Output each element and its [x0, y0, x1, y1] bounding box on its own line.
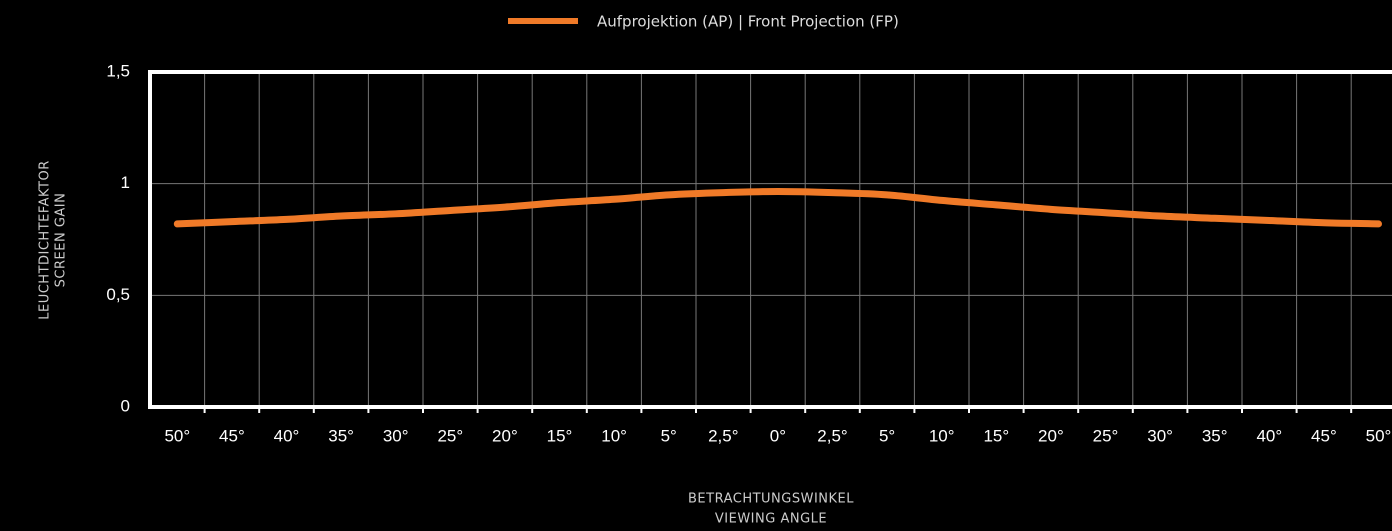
- y-tick-label: 1: [121, 173, 130, 192]
- x-tick-label: 5°: [879, 426, 895, 445]
- x-tick-label: 35°: [1202, 426, 1228, 445]
- x-tick-label: 20°: [492, 426, 518, 445]
- x-tick-label: 20°: [1038, 426, 1064, 445]
- x-tick-label: 15°: [547, 426, 573, 445]
- y-axis-label: LEUCHTDICHTEFAKTOR SCREEN GAIN: [38, 160, 69, 320]
- legend-label: Aufprojektion (AP) | Front Projection (F…: [597, 13, 899, 31]
- x-tick-label: 25°: [437, 426, 463, 445]
- y-label-line: LEUCHTDICHTEFAKTOR: [38, 160, 53, 320]
- x-label-line: VIEWING ANGLE: [715, 512, 827, 527]
- y-tick-label: 1,5: [106, 61, 130, 80]
- x-tick-label: 15°: [983, 426, 1009, 445]
- x-tick-label: 30°: [383, 426, 409, 445]
- x-tick-label: 50°: [164, 426, 190, 445]
- x-tick-label: 5°: [661, 426, 677, 445]
- x-tick-label: 45°: [219, 426, 245, 445]
- x-tick-label: 2,5°: [708, 426, 738, 445]
- x-tick-label: 10°: [929, 426, 955, 445]
- y-tick-label: 0,5: [106, 285, 130, 304]
- x-tick-label: 30°: [1147, 426, 1173, 445]
- x-tick-label: 25°: [1093, 426, 1119, 445]
- x-tick-label: 0°: [770, 426, 786, 445]
- x-tick-label: 40°: [274, 426, 300, 445]
- x-tick-label: 50°: [1366, 426, 1392, 445]
- x-tick-label: 40°: [1256, 426, 1282, 445]
- x-tick-label: 45°: [1311, 426, 1337, 445]
- x-tick-label: 10°: [601, 426, 627, 445]
- x-tick-label: 2,5°: [817, 426, 847, 445]
- x-tick-label: 35°: [328, 426, 354, 445]
- y-label-line: SCREEN GAIN: [54, 193, 69, 288]
- x-label-line: BETRACHTUNGSWINKEL: [688, 492, 854, 507]
- series-line: [173, 187, 1382, 228]
- y-tick-label: 0: [121, 396, 130, 415]
